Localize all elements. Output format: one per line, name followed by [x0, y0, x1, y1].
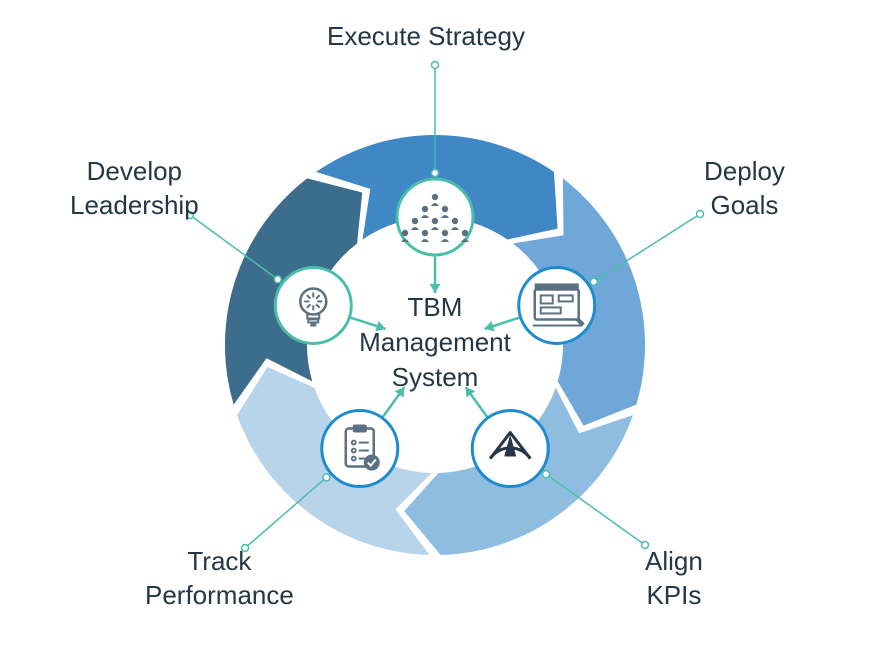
planboard-icon — [519, 267, 595, 343]
clipboard-icon — [322, 411, 398, 487]
cycle-diagram — [0, 0, 870, 661]
gauge-icon — [472, 411, 548, 487]
lightbulb-icon — [275, 267, 351, 343]
hierarchy-icon — [397, 179, 473, 255]
